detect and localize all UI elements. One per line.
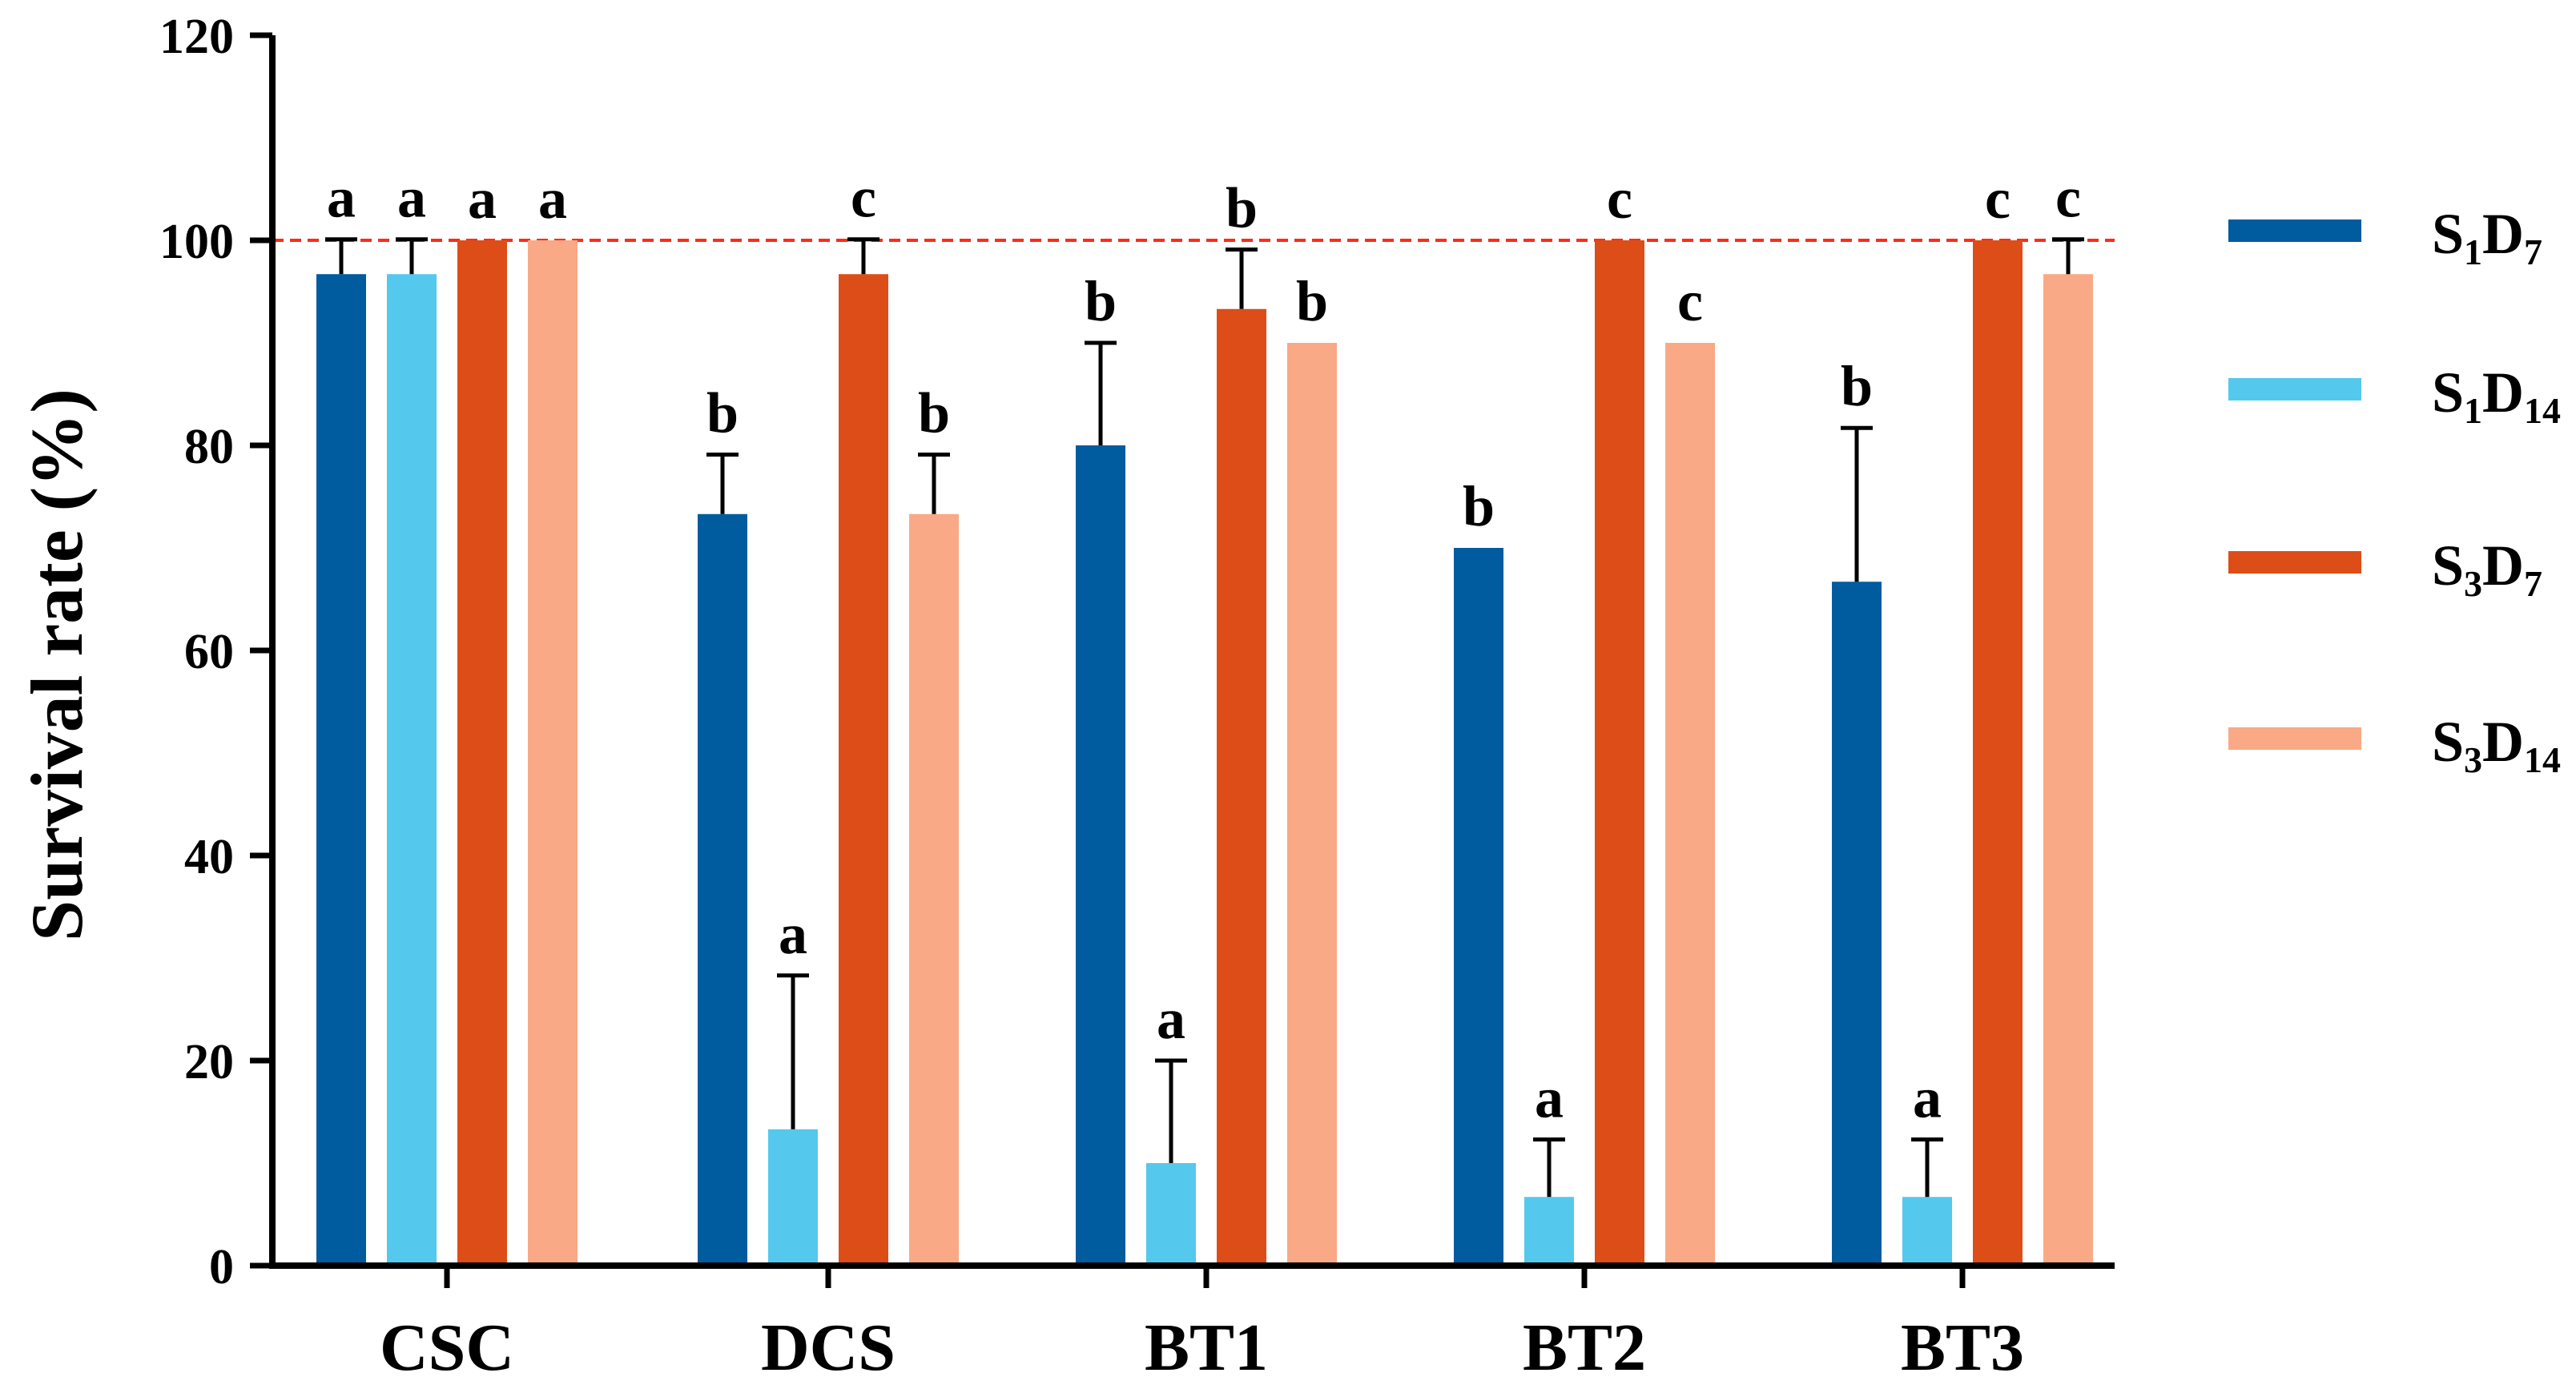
significance-letter-S1D14-BT2: a <box>1535 1066 1564 1130</box>
legend-swatch-S3D14 <box>2228 727 2361 750</box>
legend-label-S3D14: S3D14 <box>2432 710 2561 780</box>
y-tick-label-120: 120 <box>159 10 234 64</box>
legend-label-S3D7: S3D7 <box>2432 533 2542 604</box>
legend-swatch-S1D14 <box>2228 378 2361 401</box>
y-tick-label-60: 60 <box>184 625 234 679</box>
significance-letter-S1D14-BT1: a <box>1157 987 1185 1051</box>
significance-letter-S3D7-BT1: b <box>1226 176 1258 240</box>
legend-swatch-S3D7 <box>2228 551 2361 574</box>
bar-S1D14-BT3 <box>1902 1197 1952 1266</box>
significance-letter-S1D7-BT2: b <box>1463 474 1495 538</box>
significance-letter-S3D14-CSC: a <box>538 167 567 231</box>
significance-letter-S3D7-BT2: c <box>1607 167 1632 231</box>
y-tick-label-0: 0 <box>209 1240 234 1294</box>
bar-S3D14-BT2 <box>1665 343 1715 1266</box>
x-tick-label-BT1: BT1 <box>1145 1310 1268 1385</box>
significance-letter-S3D7-BT3: c <box>1985 167 2010 231</box>
significance-letter-S3D7-DCS: c <box>851 166 876 230</box>
bar-S1D7-DCS <box>698 513 747 1266</box>
x-tick-label-CSC: CSC <box>380 1310 514 1385</box>
bar-S3D14-BT1 <box>1287 343 1337 1266</box>
bar-S1D14-CSC <box>387 274 437 1266</box>
bar-S1D7-BT1 <box>1076 445 1125 1266</box>
bar-S3D7-BT3 <box>1973 240 2023 1266</box>
legend-label-S1D14: S1D14 <box>2432 360 2561 431</box>
bar-S1D14-BT2 <box>1524 1197 1574 1266</box>
bar-S1D14-DCS <box>768 1129 818 1266</box>
x-tick-label-BT2: BT2 <box>1523 1310 1646 1385</box>
bar-S1D7-CSC <box>316 274 366 1266</box>
significance-letter-S3D14-BT3: c <box>2055 166 2081 230</box>
y-tick-label-80: 80 <box>184 420 234 474</box>
significance-letter-S3D14-BT2: c <box>1677 269 1703 333</box>
significance-letter-S1D7-BT3: b <box>1841 354 1873 418</box>
bar-S1D7-BT2 <box>1454 548 1503 1266</box>
x-tick-label-BT3: BT3 <box>1901 1310 2024 1385</box>
bar-S1D14-BT1 <box>1146 1163 1196 1266</box>
bar-S3D7-DCS <box>839 274 888 1266</box>
significance-letter-S3D14-DCS: b <box>918 381 950 445</box>
bar-S1D7-BT3 <box>1832 582 1882 1266</box>
significance-letter-S1D14-CSC: a <box>397 166 426 230</box>
bar-S3D14-CSC <box>528 240 578 1266</box>
bar-S3D14-BT3 <box>2043 274 2093 1266</box>
legend-label-S1D7: S1D7 <box>2432 202 2542 272</box>
y-tick-label-100: 100 <box>159 215 234 269</box>
significance-letter-S3D7-CSC: a <box>468 167 497 231</box>
significance-letter-S1D14-BT3: a <box>1913 1066 1942 1130</box>
significance-letter-S3D14-BT1: b <box>1296 269 1328 333</box>
significance-letter-S1D14-DCS: a <box>779 902 807 966</box>
significance-letter-S1D7-CSC: a <box>327 166 356 230</box>
bar-S3D14-DCS <box>909 513 959 1266</box>
x-tick-label-DCS: DCS <box>761 1310 896 1385</box>
y-tick-label-40: 40 <box>184 830 234 884</box>
bar-S3D7-CSC <box>457 240 507 1266</box>
y-axis-label: Survival rate (%) <box>16 389 98 941</box>
bar-S3D7-BT1 <box>1217 308 1266 1266</box>
bar-S3D7-BT2 <box>1595 240 1644 1266</box>
legend-swatch-S1D7 <box>2228 219 2361 242</box>
y-tick-label-20: 20 <box>184 1035 234 1089</box>
significance-letter-S1D7-DCS: b <box>706 381 739 445</box>
significance-letter-S1D7-BT1: b <box>1085 269 1117 333</box>
